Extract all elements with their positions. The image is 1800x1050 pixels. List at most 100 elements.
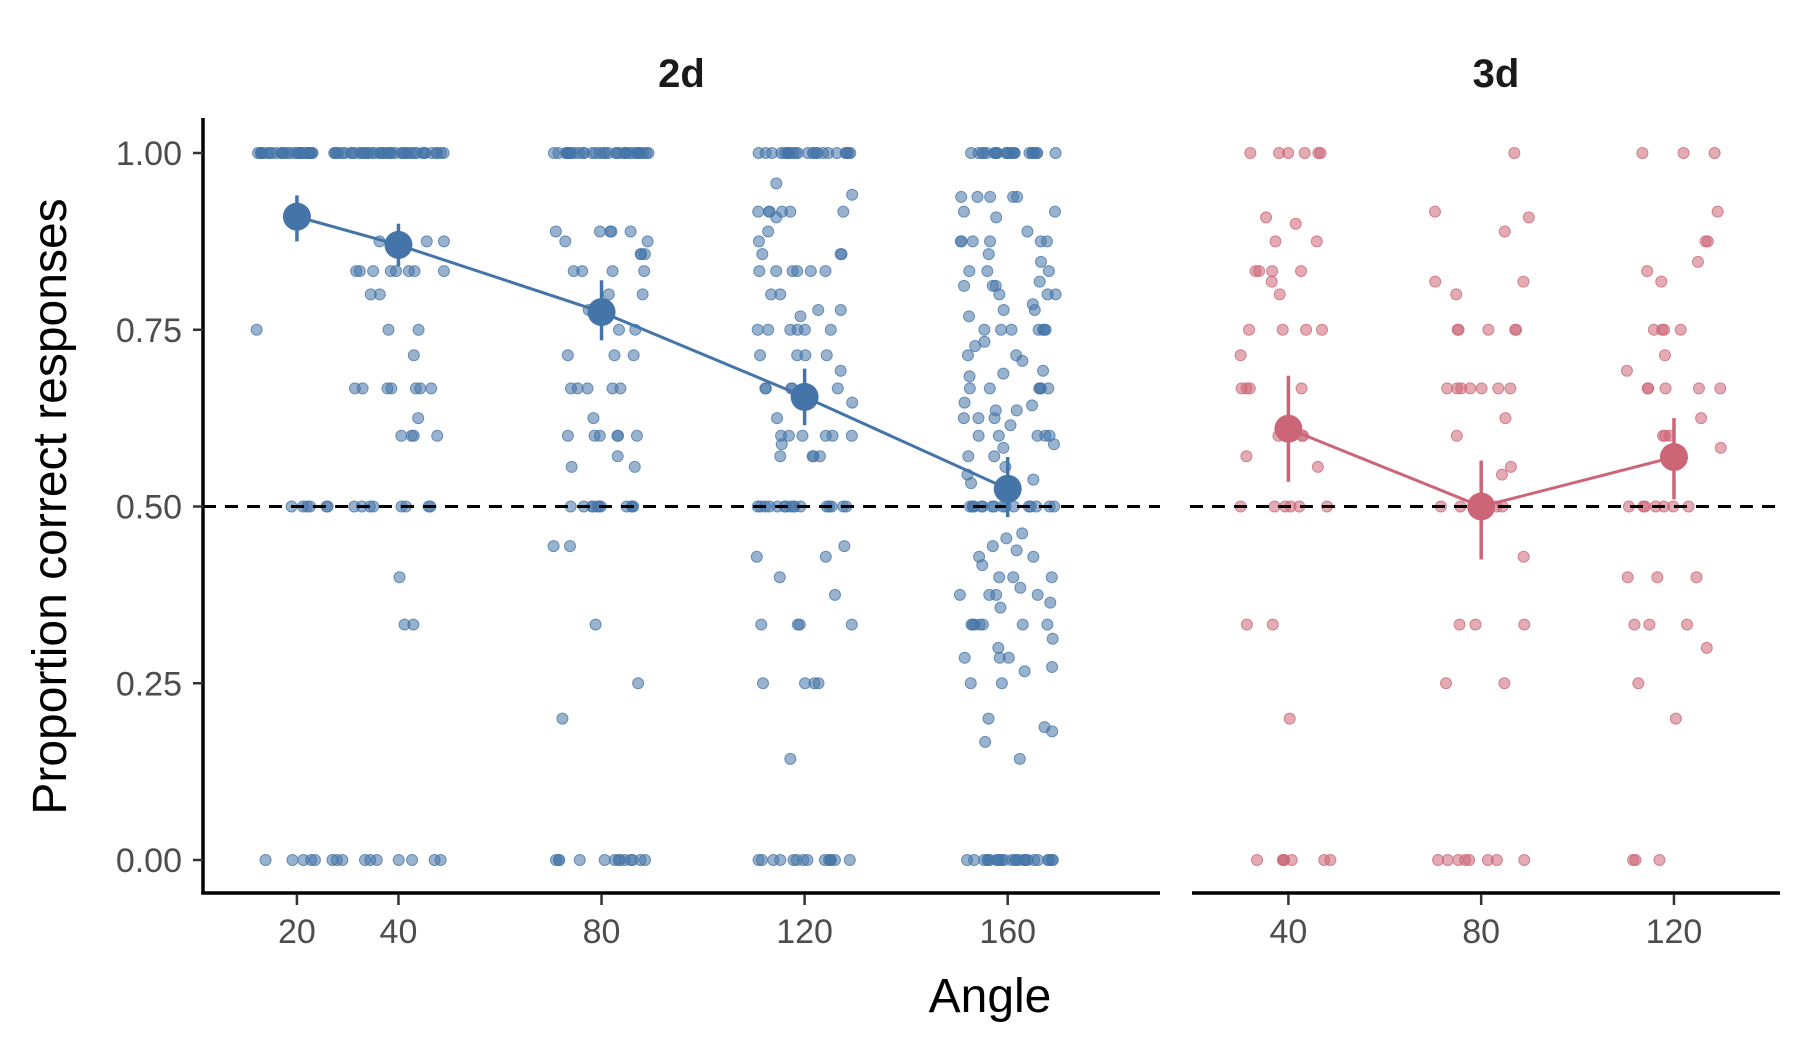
- raw-point: [1669, 712, 1682, 725]
- raw-point: [1048, 205, 1061, 218]
- raw-point: [834, 364, 847, 377]
- raw-point: [393, 571, 406, 584]
- raw-point: [1046, 632, 1059, 645]
- raw-point: [1004, 419, 1017, 432]
- raw-point: [990, 211, 1003, 224]
- raw-point: [376, 147, 389, 159]
- raw-point: [791, 265, 804, 278]
- raw-point: [753, 265, 766, 278]
- mean-point: [790, 382, 819, 411]
- mean-point: [993, 474, 1022, 503]
- raw-point: [1295, 382, 1308, 395]
- raw-point: [626, 147, 639, 159]
- raw-point: [762, 323, 775, 336]
- y-axis-title: Proportion correct responses: [24, 198, 77, 814]
- raw-point: [955, 190, 968, 203]
- raw-point: [976, 559, 989, 572]
- raw-point: [608, 349, 621, 362]
- raw-point: [254, 147, 267, 159]
- raw-point: [756, 677, 769, 690]
- raw-point: [367, 265, 380, 278]
- raw-point: [563, 540, 576, 553]
- raw-point: [635, 248, 648, 261]
- raw-point: [775, 438, 788, 451]
- raw-point: [1028, 303, 1041, 316]
- raw-point: [1011, 190, 1024, 203]
- raw-point: [1655, 275, 1668, 288]
- raw-point: [606, 382, 619, 395]
- raw-point: [963, 265, 976, 278]
- raw-point: [1240, 618, 1253, 631]
- raw-point: [968, 854, 981, 866]
- raw-point: [991, 147, 1004, 159]
- raw-point: [1002, 147, 1015, 159]
- raw-point: [954, 235, 967, 248]
- raw-point: [752, 235, 765, 248]
- raw-point: [364, 854, 377, 866]
- raw-point: [1628, 618, 1641, 631]
- raw-point: [1018, 665, 1031, 678]
- raw-point: [593, 225, 606, 238]
- raw-point: [750, 550, 763, 563]
- x-tick-label: 20: [278, 913, 316, 951]
- raw-point: [636, 288, 649, 301]
- raw-point: [618, 854, 631, 866]
- raw-point: [1510, 323, 1523, 336]
- raw-point: [820, 349, 833, 362]
- raw-point: [838, 540, 851, 553]
- raw-point: [425, 382, 438, 395]
- raw-point: [812, 303, 825, 316]
- raw-point: [787, 854, 800, 866]
- raw-point: [993, 571, 1006, 584]
- raw-point: [846, 188, 859, 201]
- raw-point: [336, 854, 349, 866]
- raw-point: [1030, 147, 1043, 159]
- raw-point: [972, 412, 985, 425]
- raw-point: [1620, 364, 1633, 377]
- raw-point: [1504, 382, 1517, 395]
- raw-point: [1253, 265, 1266, 278]
- raw-point: [1450, 429, 1463, 442]
- raw-point: [561, 429, 574, 442]
- raw-point: [576, 265, 589, 278]
- raw-point: [364, 288, 377, 301]
- raw-point: [793, 618, 806, 631]
- raw-point: [770, 177, 783, 190]
- raw-point: [770, 265, 783, 278]
- raw-point: [1034, 255, 1047, 268]
- raw-point: [1429, 205, 1442, 218]
- raw-point: [1041, 288, 1054, 301]
- raw-point: [801, 854, 814, 866]
- raw-point: [605, 225, 618, 238]
- raw-point: [1276, 323, 1289, 336]
- mean-point: [384, 230, 413, 259]
- raw-point: [1629, 854, 1642, 866]
- raw-point: [983, 382, 996, 395]
- raw-point: [1499, 412, 1512, 425]
- raw-point: [756, 248, 769, 261]
- raw-point: [1041, 618, 1054, 631]
- y-tick-label: 1.00: [116, 135, 182, 173]
- raw-point: [972, 429, 985, 442]
- raw-point: [1298, 147, 1311, 159]
- raw-point: [1311, 460, 1324, 473]
- raw-point: [547, 147, 560, 159]
- raw-point: [1000, 532, 1013, 545]
- mean-point: [1274, 414, 1303, 443]
- raw-point: [826, 429, 839, 442]
- raw-point: [1700, 641, 1713, 654]
- raw-point: [1021, 225, 1034, 238]
- raw-point: [632, 677, 645, 690]
- raw-point: [1046, 660, 1059, 673]
- raw-point: [773, 571, 786, 584]
- raw-point: [806, 450, 819, 463]
- raw-point: [1289, 217, 1302, 230]
- raw-point: [437, 265, 450, 278]
- raw-point: [392, 854, 405, 866]
- raw-point: [845, 429, 858, 442]
- raw-point: [275, 147, 288, 159]
- raw-point: [963, 382, 976, 395]
- raw-point: [1027, 473, 1040, 486]
- raw-point: [1641, 382, 1654, 395]
- raw-point: [1315, 323, 1328, 336]
